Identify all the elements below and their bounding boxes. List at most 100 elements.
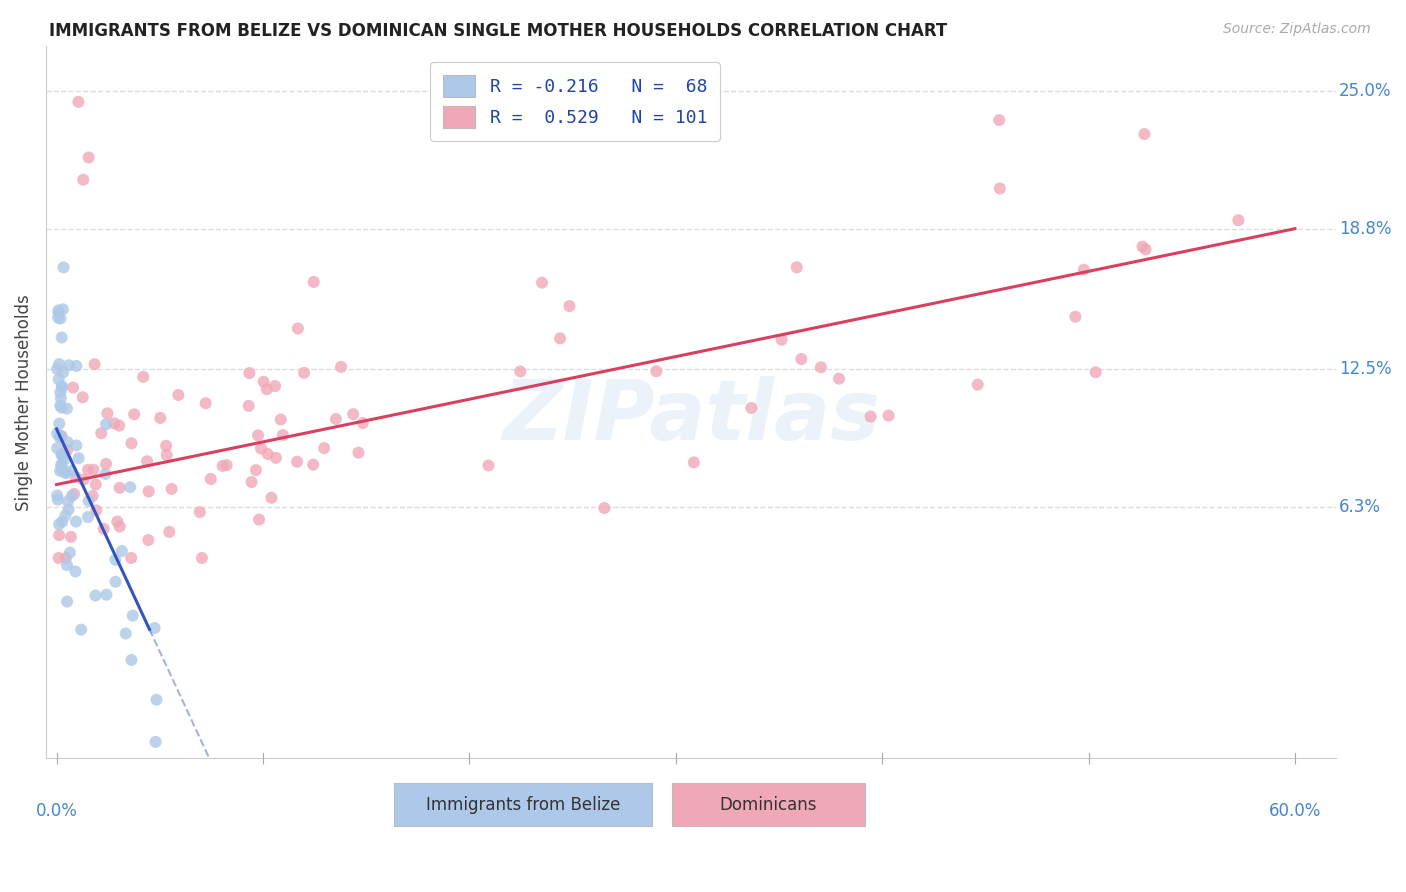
Point xyxy=(59,530,82,544)
Point xyxy=(256,382,278,396)
Point xyxy=(56,558,79,573)
Point xyxy=(302,275,325,289)
Point xyxy=(810,360,832,375)
Point xyxy=(105,515,128,529)
FancyBboxPatch shape xyxy=(395,783,652,826)
Text: 25.0%: 25.0% xyxy=(1339,82,1392,100)
Point xyxy=(65,515,87,529)
Point xyxy=(114,626,136,640)
Text: ZIPatlas: ZIPatlas xyxy=(502,376,880,457)
Point xyxy=(120,480,142,494)
Point xyxy=(67,95,90,109)
Point xyxy=(966,377,988,392)
Point xyxy=(1227,213,1250,227)
Point xyxy=(72,390,94,404)
Point xyxy=(645,364,668,378)
Point xyxy=(48,306,70,320)
Point xyxy=(53,453,76,467)
Point xyxy=(83,357,105,371)
Point xyxy=(86,503,108,517)
Point xyxy=(49,464,72,478)
Point xyxy=(1133,127,1156,141)
Point xyxy=(77,510,100,524)
Point xyxy=(104,553,127,567)
Point xyxy=(548,331,571,345)
Point xyxy=(67,451,90,466)
Point xyxy=(509,364,531,378)
Point xyxy=(145,735,167,749)
Point xyxy=(84,477,107,491)
Text: IMMIGRANTS FROM BELIZE VS DOMINICAN SINGLE MOTHER HOUSEHOLDS CORRELATION CHART: IMMIGRANTS FROM BELIZE VS DOMINICAN SING… xyxy=(49,22,948,40)
Point xyxy=(48,303,70,318)
Point xyxy=(48,517,70,532)
Point xyxy=(51,447,73,461)
Text: 60.0%: 60.0% xyxy=(1268,803,1322,821)
Point xyxy=(325,412,347,426)
Point xyxy=(55,466,77,480)
Point xyxy=(352,416,374,430)
Point xyxy=(56,442,79,457)
Point xyxy=(46,310,69,325)
Point xyxy=(49,311,72,326)
Point xyxy=(786,260,808,275)
Point xyxy=(72,473,94,487)
Point xyxy=(56,494,79,508)
Point xyxy=(46,488,69,502)
Point xyxy=(94,457,117,471)
Point xyxy=(347,445,370,459)
Point xyxy=(96,406,118,420)
Point xyxy=(120,551,142,566)
Point xyxy=(49,392,72,406)
Point xyxy=(52,449,75,463)
Point xyxy=(49,428,72,442)
Point xyxy=(48,551,70,566)
Point xyxy=(51,515,73,529)
Point xyxy=(256,447,278,461)
Point xyxy=(988,181,1011,195)
Point xyxy=(264,450,287,465)
Point xyxy=(51,463,73,477)
Point xyxy=(60,489,83,503)
Point xyxy=(238,399,260,413)
Point xyxy=(90,426,112,441)
Point xyxy=(215,458,238,472)
Point xyxy=(65,470,87,484)
Point xyxy=(132,370,155,384)
Point xyxy=(49,399,72,413)
Point xyxy=(51,380,73,394)
Point xyxy=(63,487,86,501)
Point xyxy=(46,426,69,441)
Point xyxy=(77,494,100,508)
Point xyxy=(55,466,77,480)
Point xyxy=(342,407,364,421)
Point xyxy=(58,502,80,516)
Point xyxy=(136,454,159,468)
Point xyxy=(77,463,100,477)
Point xyxy=(48,417,70,431)
Point xyxy=(51,458,73,472)
Point xyxy=(51,379,73,393)
Point xyxy=(51,401,73,415)
Point xyxy=(260,491,283,505)
Point xyxy=(65,565,87,579)
Point xyxy=(287,321,309,335)
Point xyxy=(55,551,77,566)
Point xyxy=(121,608,143,623)
Point xyxy=(790,352,813,367)
Y-axis label: Single Mother Households: Single Mother Households xyxy=(15,293,32,510)
Point xyxy=(52,366,75,380)
Point xyxy=(683,455,706,469)
FancyBboxPatch shape xyxy=(672,783,865,826)
Point xyxy=(247,428,270,442)
Point xyxy=(48,357,70,371)
Point xyxy=(122,408,145,422)
Point xyxy=(108,481,131,495)
Point xyxy=(270,412,292,426)
Point xyxy=(188,505,211,519)
Point xyxy=(558,299,581,313)
Point xyxy=(253,375,276,389)
Point xyxy=(46,362,69,376)
Point xyxy=(138,484,160,499)
Point xyxy=(828,372,851,386)
Point xyxy=(104,574,127,589)
